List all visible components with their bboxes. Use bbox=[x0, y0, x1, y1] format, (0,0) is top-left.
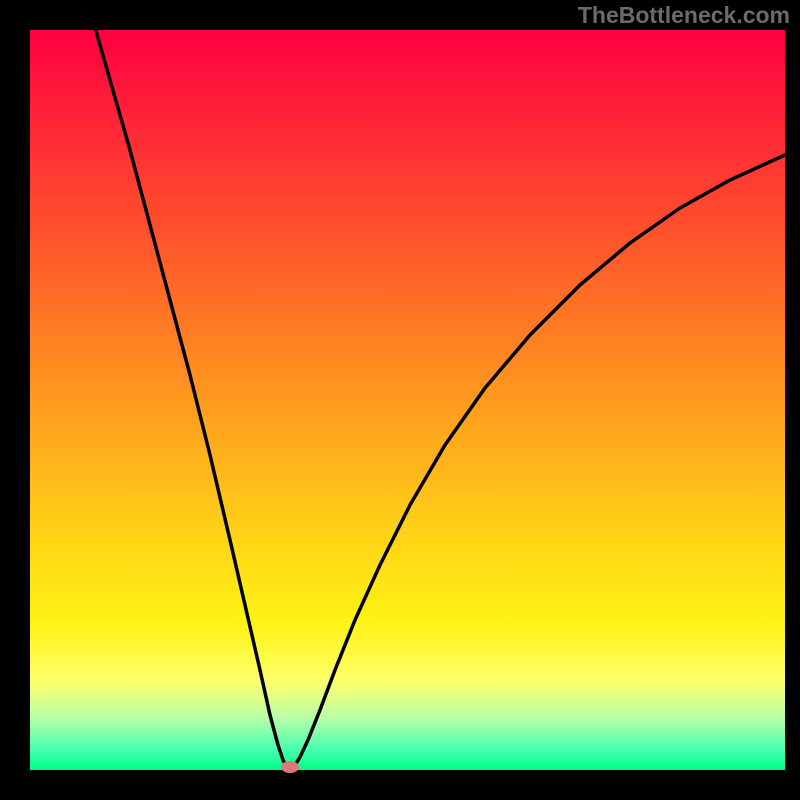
bottleneck-curve bbox=[30, 30, 785, 770]
curve-path bbox=[90, 30, 785, 770]
minimum-marker bbox=[281, 761, 299, 773]
chart-frame: TheBottleneck.com bbox=[0, 0, 800, 800]
gradient-plot-area bbox=[30, 30, 785, 770]
watermark-text: TheBottleneck.com bbox=[578, 2, 790, 29]
